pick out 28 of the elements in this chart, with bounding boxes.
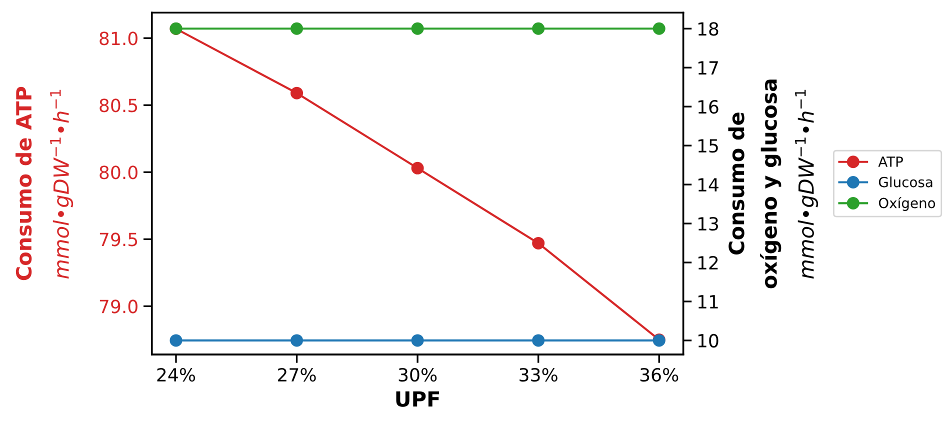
x-tick-label: 30% [398, 368, 437, 382]
y2-tick-label: 15 [698, 139, 718, 153]
y2-tick-label: 13 [698, 216, 718, 231]
y-tick-label: 80.0 [100, 166, 138, 180]
y2-tick-label: 11 [698, 295, 718, 308]
y2-tick-label: 12 [698, 256, 718, 270]
legend-label: Oxígeno [878, 196, 936, 211]
legend-label: Glucosa [878, 176, 932, 188]
y2-tick-label: 10 [698, 334, 718, 348]
y-axis-title: Consumo de ATP mmol•gDW$^{−1}$•h$^{−1}$ [16, 86, 74, 280]
x-tick-label: 27% [278, 368, 316, 382]
x-tick-label: 36% [640, 368, 678, 382]
y2-tick-label: 18 [698, 22, 718, 36]
y2-tick-label: 14 [698, 178, 718, 192]
point [290, 86, 304, 100]
y-tick-label: 79.0 [100, 300, 138, 314]
y2-axis-title: Consumo de oxígeno y glucosa mmol•gDW$^{−1}$•h$^{−1}$ [728, 80, 818, 288]
y-tick-label: 79.5 [100, 232, 138, 246]
y2-tick-label: 17 [698, 61, 718, 74]
y2-tick-label: 16 [698, 100, 718, 114]
point [411, 162, 424, 174]
x-tick-label: 33% [520, 368, 558, 382]
y-tick-label: 81.0 [100, 32, 138, 46]
x-tick-label: 24% [157, 368, 196, 382]
x-axis-title: UPF [396, 391, 440, 407]
y-tick-label: 80.5 [100, 98, 138, 112]
legend-label: ATP [878, 156, 903, 167]
point [532, 236, 545, 250]
